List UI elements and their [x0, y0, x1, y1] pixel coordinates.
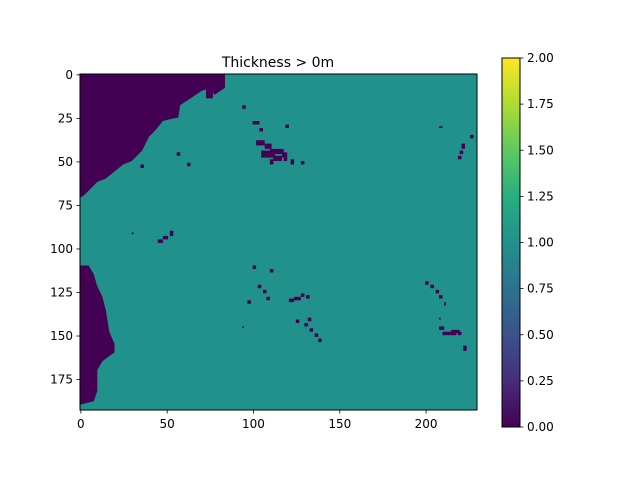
zero-spot-5	[242, 105, 246, 109]
zero-region-top-left	[80, 74, 225, 198]
zero-spot-54	[451, 329, 460, 334]
zero-spot-18	[300, 161, 305, 165]
x-tick-label: 50	[160, 417, 175, 431]
zero-spot-46	[425, 281, 429, 285]
colorbar-gradient	[502, 58, 520, 427]
zero-spot-3	[187, 162, 191, 167]
x-tick-label: 150	[328, 417, 351, 431]
zero-spot-19	[269, 159, 274, 165]
y-tick-label: 100	[50, 242, 73, 256]
zero-spot-1	[204, 77, 210, 83]
zero-spot-6	[252, 121, 260, 125]
zero-spot-43	[314, 333, 319, 337]
zero-spot-16	[290, 159, 295, 165]
y-tick-label: 0	[65, 68, 73, 82]
zero-region-left	[80, 265, 115, 405]
zero-spot-41	[304, 323, 308, 327]
zero-region-left-notch	[80, 275, 86, 294]
zero-spot-4	[176, 152, 181, 156]
colorbar-tick-label: 0.50	[527, 328, 554, 342]
y-tick-label: 125	[50, 285, 73, 299]
zero-spot-49	[439, 295, 443, 299]
zero-spot-9	[264, 143, 272, 149]
y-tick-label: 175	[50, 373, 73, 387]
zero-spot-50	[444, 302, 446, 306]
zero-spot-24	[458, 155, 462, 160]
zero-spot-33	[266, 296, 270, 301]
zero-spot-36	[300, 293, 305, 297]
x-tick-label: 0	[77, 417, 85, 431]
chart-title: Thickness > 0m	[221, 55, 334, 71]
zero-spot-32	[263, 289, 267, 294]
zero-spot-42	[309, 328, 314, 332]
zero-spot-34	[288, 298, 295, 303]
zero-spot-22	[461, 143, 465, 149]
zero-spot-44	[318, 338, 322, 343]
colorbar-tick-label: 0.75	[527, 282, 554, 296]
zero-spot-40	[307, 317, 312, 322]
zero-spot-15	[283, 157, 288, 162]
zero-spot-12	[273, 155, 282, 161]
zero-spot-45	[242, 326, 244, 329]
colorbar-tick-label: 1.50	[527, 143, 554, 157]
zero-spot-11	[269, 148, 281, 155]
zero-spot-30	[269, 269, 274, 273]
heatmap	[80, 74, 477, 410]
zero-spot-37	[306, 295, 310, 299]
colorbar-tick-label: 0.25	[527, 374, 554, 388]
zero-spot-31	[257, 284, 262, 289]
y-axis: 0 25 50 75 100 125 150 175	[50, 68, 80, 387]
y-tick-label: 150	[50, 329, 73, 343]
zero-spot-55	[458, 331, 462, 336]
zero-spot-56	[463, 345, 467, 351]
y-tick-label: 25	[58, 111, 73, 125]
zero-spot-27	[169, 230, 174, 236]
x-tick-label: 100	[242, 417, 265, 431]
colorbar-ticks: 0.00 0.25 0.50 0.75 1.00 1.25 1.50 1.75 2.00	[520, 51, 554, 434]
colorbar-tick-label: 1.25	[527, 189, 554, 203]
zero-spot-29	[252, 265, 257, 269]
zero-spot-17	[285, 124, 289, 128]
colorbar-tick-label: 2.00	[527, 51, 554, 65]
zero-spot-25	[157, 239, 163, 243]
zero-spot-21	[470, 134, 474, 139]
colorbar-tick-label: 1.75	[527, 97, 554, 111]
zero-spot-39	[295, 319, 300, 323]
zero-spot-26	[162, 235, 169, 240]
zero-value-regions	[80, 74, 474, 405]
x-tick-label: 200	[415, 417, 438, 431]
zero-spot-35	[294, 296, 301, 301]
zero-spot-28	[131, 232, 134, 235]
zero-spot-53	[442, 331, 457, 336]
y-tick-label: 50	[58, 155, 73, 169]
x-axis: 0 50 100 150 200	[77, 410, 438, 431]
zero-spot-48	[435, 289, 440, 294]
zero-spot-47	[430, 284, 434, 289]
zero-spot-52	[439, 326, 445, 330]
zero-spot-7	[259, 128, 263, 132]
zero-spot-8	[256, 140, 265, 146]
zero-spot-38	[247, 300, 251, 304]
colorbar-tick-label: 0.00	[527, 420, 554, 434]
zero-spot-51	[439, 317, 441, 320]
zero-spot-2	[140, 164, 144, 168]
zero-spot-14	[282, 152, 288, 158]
colorbar: 0.00 0.25 0.50 0.75 1.00 1.25 1.50 1.75 2.00	[501, 51, 554, 434]
colorbar-tick-label: 1.00	[527, 236, 554, 250]
zero-spot-20	[439, 126, 443, 128]
zero-spot-10	[261, 150, 275, 158]
zero-spot-13	[278, 148, 284, 155]
zero-spot-23	[459, 150, 464, 155]
plot-frame	[79, 73, 478, 411]
zero-spot-0	[206, 87, 213, 99]
y-tick-label: 75	[58, 198, 73, 212]
